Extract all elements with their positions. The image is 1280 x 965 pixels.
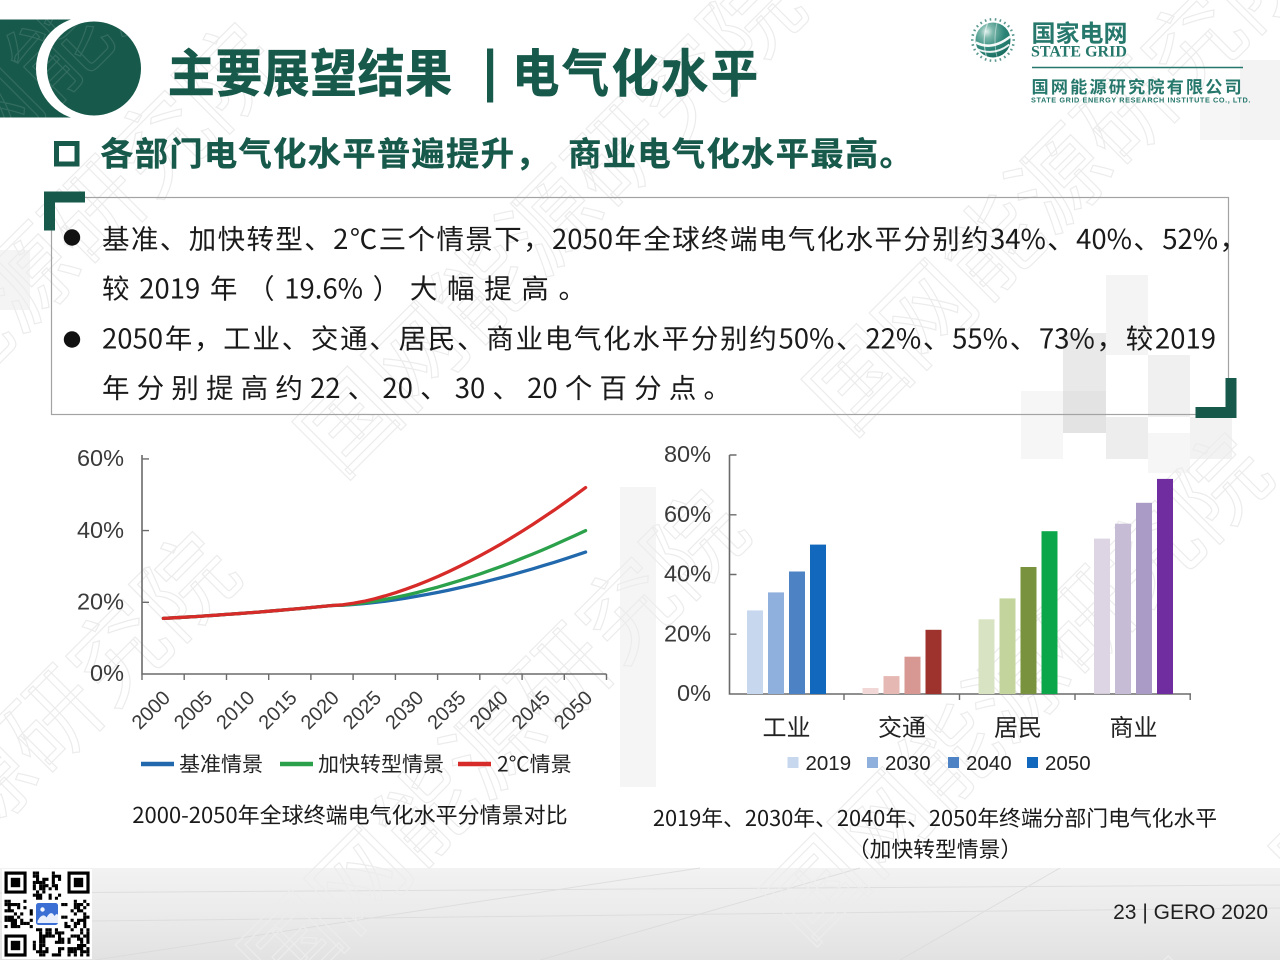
svg-text:20%: 20% xyxy=(77,589,124,615)
svg-text:STATE GRID: STATE GRID xyxy=(1031,44,1127,61)
svg-text:2030: 2030 xyxy=(885,752,931,775)
svg-text:STATE GRID ENERGY RESEARCH INS: STATE GRID ENERGY RESEARCH INSTITUTE CO.… xyxy=(1031,96,1251,105)
svg-text:40%: 40% xyxy=(664,561,711,587)
svg-text:80%: 80% xyxy=(664,441,711,467)
svg-text:60%: 60% xyxy=(664,501,711,527)
svg-text:2050: 2050 xyxy=(1045,752,1091,775)
svg-text:2019: 2019 xyxy=(806,752,852,775)
svg-text:2040: 2040 xyxy=(966,752,1012,775)
svg-text:40%: 40% xyxy=(77,517,124,543)
svg-text:0%: 0% xyxy=(677,680,711,706)
svg-text:20%: 20% xyxy=(664,621,711,647)
svg-text:60%: 60% xyxy=(77,445,124,471)
svg-text:0%: 0% xyxy=(90,660,124,686)
svg-text:23 | GERO 2020: 23 | GERO 2020 xyxy=(1113,901,1268,924)
